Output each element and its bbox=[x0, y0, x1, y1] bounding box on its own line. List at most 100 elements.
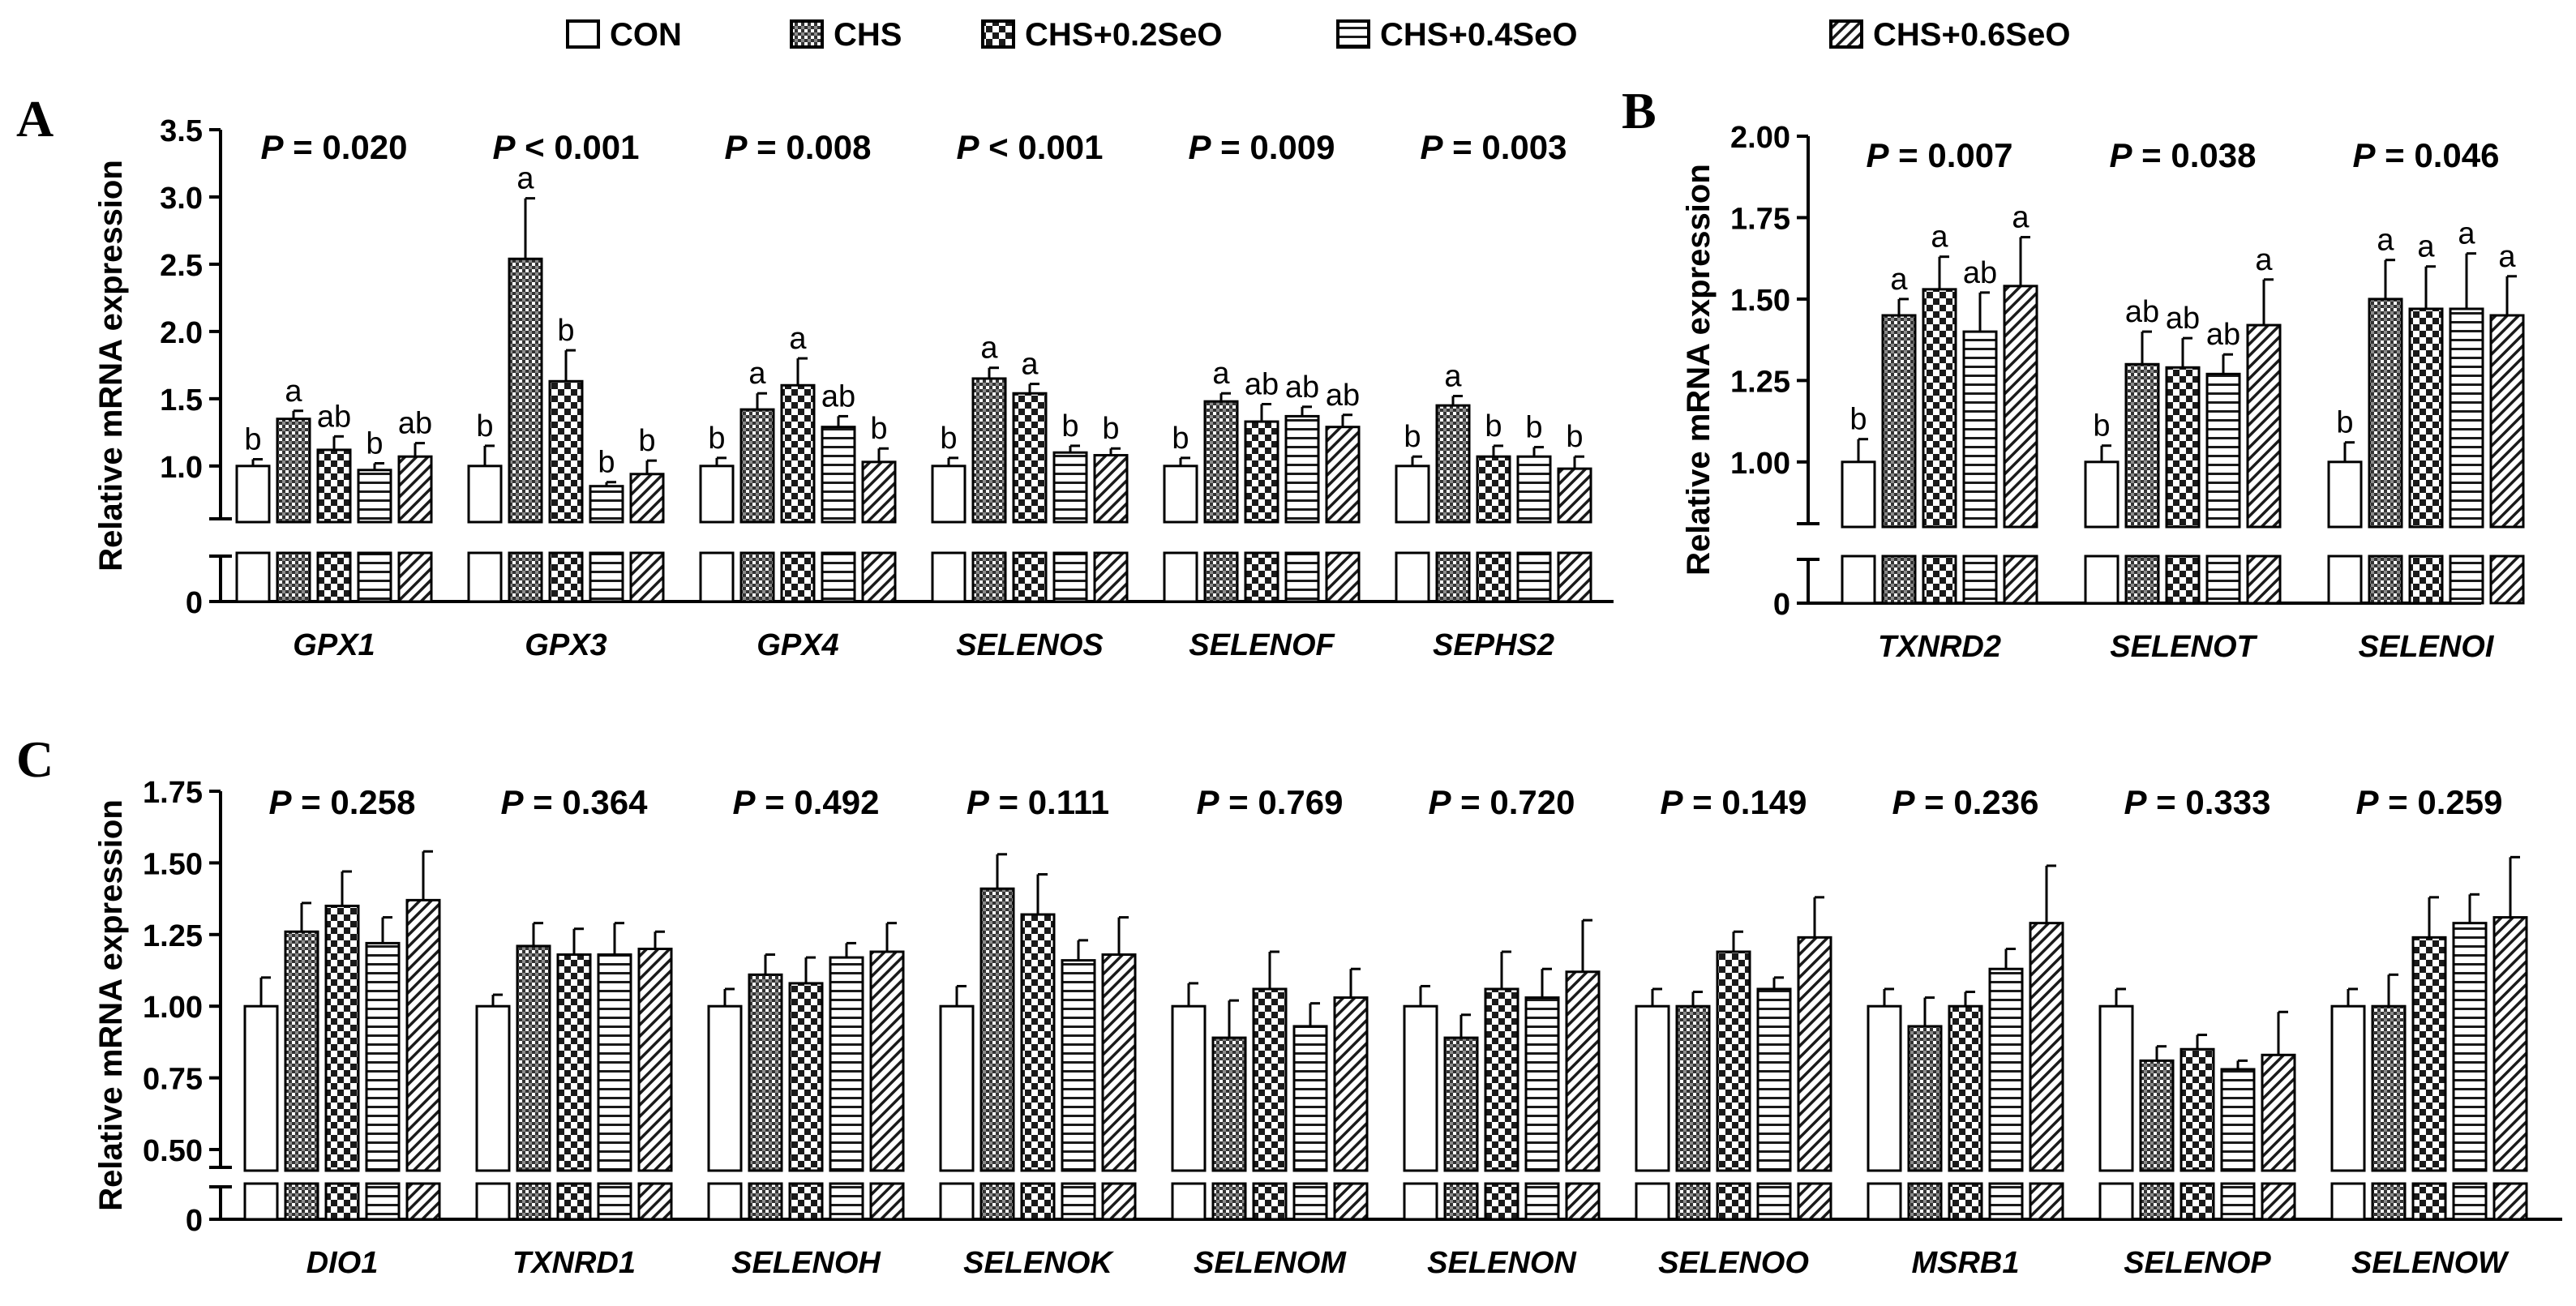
significance-letter: b bbox=[940, 422, 957, 456]
bar-lower bbox=[1524, 1182, 1560, 1221]
x-tick-label: DIO1 bbox=[306, 1246, 379, 1280]
p-value-label: P = 0.720 bbox=[1429, 783, 1575, 821]
bar bbox=[1333, 996, 1369, 1172]
bar bbox=[2452, 922, 2488, 1172]
bar bbox=[707, 1004, 743, 1172]
x-tick-label: SELENOH bbox=[731, 1246, 881, 1280]
significance-letter: b bbox=[1172, 422, 1189, 456]
x-tick-label: SEPHS2 bbox=[1433, 628, 1554, 662]
bar-lower bbox=[1716, 1182, 1751, 1221]
bar-lower bbox=[869, 1182, 905, 1221]
significance-letter: b bbox=[870, 412, 887, 446]
bar-lower bbox=[589, 551, 624, 603]
significance-letter: ab bbox=[1245, 367, 1279, 401]
bar bbox=[1476, 455, 1511, 524]
bar bbox=[2220, 1068, 2256, 1172]
bar-lower bbox=[1325, 551, 1361, 603]
bar bbox=[1675, 1004, 1711, 1172]
bar-lower bbox=[1292, 1182, 1328, 1221]
p-value-label: P < 0.001 bbox=[957, 128, 1104, 166]
p-value-text: < 0.001 bbox=[516, 128, 640, 166]
p-value-symbol: P bbox=[2356, 783, 2380, 821]
x-tick-label: SELENOK bbox=[963, 1246, 1114, 1280]
legend-swatch-chs-04 bbox=[1336, 19, 1370, 49]
p-value-text: = 0.492 bbox=[756, 783, 880, 821]
y-tick-label: 2.00 bbox=[1730, 121, 1790, 155]
significance-letter: b bbox=[1061, 409, 1078, 443]
p-value-text: = 0.259 bbox=[2379, 783, 2503, 821]
bar bbox=[829, 956, 864, 1172]
bar bbox=[1244, 420, 1279, 524]
bar-lower bbox=[1948, 1182, 1983, 1221]
bar-lower bbox=[1565, 1182, 1601, 1221]
bar-lower bbox=[979, 1182, 1015, 1221]
bar bbox=[284, 930, 319, 1172]
p-value-text: < 0.001 bbox=[979, 128, 1104, 166]
bar-lower bbox=[1907, 1182, 1943, 1221]
significance-letter: b bbox=[2336, 406, 2353, 440]
bar-lower bbox=[556, 1182, 592, 1221]
p-value-symbol: P bbox=[261, 128, 285, 166]
bar bbox=[861, 460, 897, 524]
significance-letter: b bbox=[1566, 420, 1583, 454]
bar-lower bbox=[1675, 1182, 1711, 1221]
bar bbox=[2489, 314, 2525, 529]
bar bbox=[1395, 465, 1430, 524]
bar-lower bbox=[405, 1182, 441, 1221]
bar-lower bbox=[324, 1182, 360, 1221]
x-tick-label: SELENOW bbox=[2351, 1246, 2510, 1280]
bar-lower bbox=[1867, 1182, 1902, 1221]
bar-lower bbox=[2029, 1182, 2064, 1221]
bar-lower bbox=[780, 551, 816, 603]
bar-lower bbox=[243, 1182, 279, 1221]
bar bbox=[1797, 936, 1832, 1172]
bar-lower bbox=[748, 1182, 783, 1221]
p-value-symbol: P bbox=[2353, 136, 2377, 174]
bar bbox=[1922, 288, 1957, 529]
significance-letter: ab bbox=[1963, 256, 1997, 290]
p-value-symbol: P bbox=[2110, 136, 2133, 174]
bar bbox=[2368, 298, 2403, 529]
p-value-text: = 0.364 bbox=[524, 783, 649, 821]
bar-lower bbox=[1881, 555, 1917, 605]
bar bbox=[699, 465, 735, 524]
bar-lower bbox=[2098, 1182, 2134, 1221]
bar-lower bbox=[1484, 1182, 1519, 1221]
bar bbox=[788, 982, 824, 1172]
bar-lower bbox=[971, 551, 1007, 603]
bar bbox=[1557, 467, 1592, 524]
panel-letter: B bbox=[1622, 82, 1657, 139]
p-value-symbol: P bbox=[725, 128, 748, 166]
p-value-symbol: P bbox=[1429, 783, 1452, 821]
bar bbox=[1052, 451, 1088, 524]
y-tick-label: 1.00 bbox=[143, 991, 203, 1025]
p-value-symbol: P bbox=[1421, 128, 1444, 166]
p-value-symbol: P bbox=[501, 783, 525, 821]
p-value-text: = 0.046 bbox=[2376, 136, 2500, 174]
bar bbox=[739, 408, 775, 524]
p-value-label: P = 0.333 bbox=[2124, 783, 2271, 821]
bar bbox=[276, 417, 311, 524]
bar-lower bbox=[699, 551, 735, 603]
bar bbox=[1881, 314, 1917, 529]
bar bbox=[2246, 323, 2282, 529]
bar bbox=[2029, 922, 2064, 1172]
bar-lower bbox=[467, 551, 503, 603]
legend-label-con: CON bbox=[610, 17, 682, 53]
bar bbox=[2492, 916, 2528, 1172]
significance-letter: b bbox=[1485, 409, 1502, 443]
bar-lower bbox=[1284, 551, 1320, 603]
bar bbox=[971, 377, 1007, 524]
bar-lower bbox=[1061, 1182, 1096, 1221]
bar bbox=[931, 465, 967, 524]
bar-lower bbox=[1101, 1182, 1137, 1221]
bar bbox=[365, 941, 401, 1172]
bar-lower bbox=[2327, 555, 2363, 605]
bar-lower bbox=[2084, 555, 2120, 605]
p-value-symbol: P bbox=[493, 128, 516, 166]
bar-lower bbox=[316, 551, 352, 603]
bar-lower bbox=[2489, 555, 2525, 605]
bar bbox=[556, 953, 592, 1172]
bar-lower bbox=[1012, 551, 1048, 603]
bar-lower bbox=[516, 1182, 551, 1221]
